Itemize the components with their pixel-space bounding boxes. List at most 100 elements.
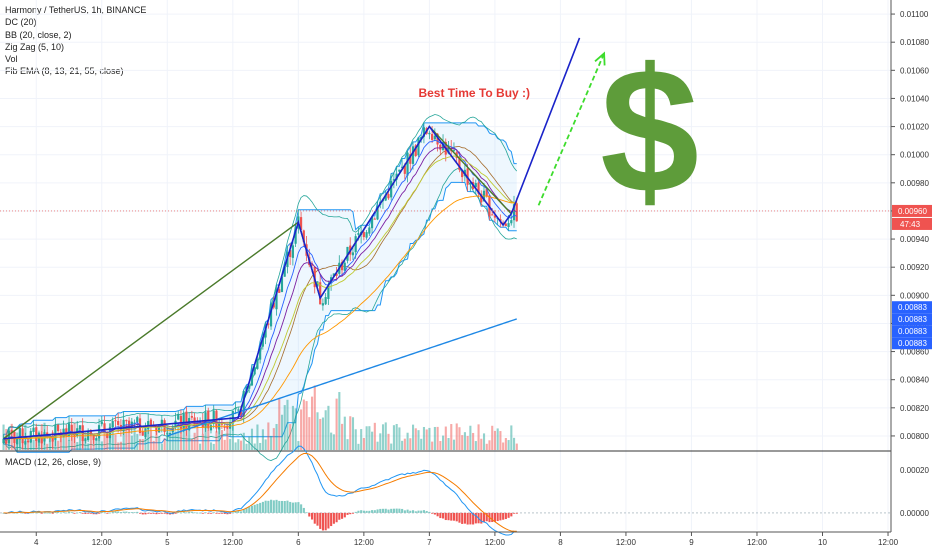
volume-bar-54 — [149, 430, 153, 450]
legend-zigzag[interactable]: Zig Zag (5, 10) — [5, 41, 65, 52]
macd-hist-182 — [499, 512, 502, 521]
candle-body-19 — [54, 424, 57, 440]
candle-body-88 — [242, 391, 245, 417]
legend-vol[interactable]: Vol — [5, 54, 18, 65]
volume-bar-166 — [455, 423, 458, 450]
legend-dc[interactable]: DC (20) — [5, 17, 37, 28]
candle-body-18 — [51, 436, 54, 442]
volume-bar-180 — [493, 430, 496, 450]
macd-hist-57 — [158, 512, 161, 514]
macd-hist-105 — [289, 501, 292, 513]
ema-badge-1 — [892, 313, 932, 326]
volume-bar-163 — [447, 438, 450, 450]
macd-hist-42 — [117, 511, 120, 513]
volume-bar-108 — [297, 441, 300, 450]
candle-body-115 — [316, 281, 319, 287]
macd-hist-163 — [447, 512, 450, 521]
volume-bar-117 — [321, 417, 325, 450]
legend-fib-ema[interactable]: Fib EMA (8, 13, 21, 55, close) — [5, 66, 124, 77]
candle-body-20 — [57, 424, 60, 432]
volume-bar-83 — [229, 438, 232, 450]
macd-hist-160 — [439, 512, 442, 519]
macd-hist-53 — [147, 512, 150, 514]
volume-bar-38 — [106, 433, 109, 450]
volume-bar-116 — [319, 418, 322, 450]
candle-body-184 — [504, 223, 507, 227]
ema-badge-2 — [892, 325, 932, 338]
volume-bar-97 — [267, 422, 270, 450]
time-axis[interactable]: 4 12:00 5 12:00 6 12:00 7 12:00 8 12:00 9 12:00 10 12… — [0, 531, 899, 547]
candle-body-87 — [239, 408, 243, 418]
macd-hist-106 — [291, 502, 294, 513]
volume-bar-28 — [78, 430, 82, 450]
volume-bar-171 — [469, 425, 472, 450]
candle-body-61 — [168, 433, 172, 435]
volume-bar-62 — [171, 425, 174, 450]
candle-body-80 — [220, 422, 223, 425]
candle-body-0 — [2, 438, 5, 444]
macd-hist-58 — [160, 512, 163, 514]
legend-symbol[interactable]: Harmony / TetherUS, 1h, BINANCE — [5, 5, 147, 15]
volume-bar-136 — [373, 422, 376, 450]
candle-body-16 — [46, 432, 49, 435]
price-axis[interactable]: 0.01100 0.01080 0.01060 0.01040 0.01020 0.010… — [890, 0, 932, 532]
macd-hist-125 — [343, 512, 346, 518]
volume-bar-68 — [188, 427, 191, 450]
candle-body-42 — [117, 421, 120, 425]
candle-body-134 — [368, 227, 371, 234]
candle-body-99 — [272, 302, 275, 308]
candle-body-179 — [491, 214, 494, 216]
volume-bar-172 — [472, 432, 475, 450]
macd-hist-133 — [365, 510, 368, 513]
dollar-sign-drawing[interactable]: $ — [600, 31, 700, 231]
macd-hist-48 — [133, 512, 136, 514]
macd-hist-168 — [461, 512, 464, 524]
macd-hist-144 — [395, 508, 398, 513]
macd-hist-41 — [114, 511, 117, 513]
volume-bar-80 — [220, 430, 223, 450]
macd-hist-116 — [319, 512, 322, 529]
macd-hist-119 — [327, 512, 330, 529]
volume-bar-156 — [428, 427, 431, 450]
candle-body-38 — [106, 433, 109, 438]
candle-body-154 — [422, 127, 426, 137]
drawing-layer[interactable] — [0, 37, 891, 452]
x-tick-label-4: 6 — [296, 538, 301, 547]
macd-hist-173 — [474, 512, 477, 524]
buy-annotation[interactable]: Best Time To Buy :) — [418, 86, 531, 101]
volume-bar-71 — [196, 422, 199, 450]
macd-hist-186 — [510, 512, 513, 517]
macd-hist-166 — [455, 512, 458, 522]
candle-body-92 — [253, 367, 256, 375]
macd-hist-117 — [321, 512, 325, 531]
volume-bar-165 — [452, 439, 456, 450]
candle-body-186 — [510, 220, 513, 224]
volume-bar-86 — [237, 439, 240, 450]
volume-bar-75 — [207, 429, 210, 450]
volume-bar-187 — [513, 437, 516, 450]
candle-body-109 — [299, 217, 303, 230]
candle-body-35 — [97, 425, 101, 439]
macd-hist-157 — [431, 512, 434, 514]
candle-body-60 — [166, 433, 169, 435]
macd-hist-97 — [267, 500, 270, 513]
macd-hist-135 — [371, 510, 374, 513]
macd-hist-36 — [100, 511, 103, 513]
legend-bb[interactable]: BB (20, close, 2) — [5, 29, 72, 40]
volume-bar-149 — [409, 438, 412, 450]
volume-bar-162 — [444, 426, 447, 450]
volume-bar-168 — [461, 435, 464, 450]
macd-legend[interactable]: MACD (12, 26, close, 9) — [5, 457, 102, 467]
volume-bar-167 — [458, 427, 461, 450]
macd-hist-159 — [436, 512, 439, 517]
candle-body-40 — [111, 420, 114, 428]
x-tick-label-9: 12:00 — [616, 538, 637, 547]
volume-bar-113 — [310, 396, 314, 450]
volume-bar-169 — [463, 432, 466, 450]
volume-bar-57 — [158, 436, 161, 450]
candle-body-95 — [261, 337, 264, 347]
volume-bar-140 — [384, 422, 387, 450]
macd-hist-29 — [81, 512, 84, 514]
macd-hist-74 — [204, 512, 207, 514]
